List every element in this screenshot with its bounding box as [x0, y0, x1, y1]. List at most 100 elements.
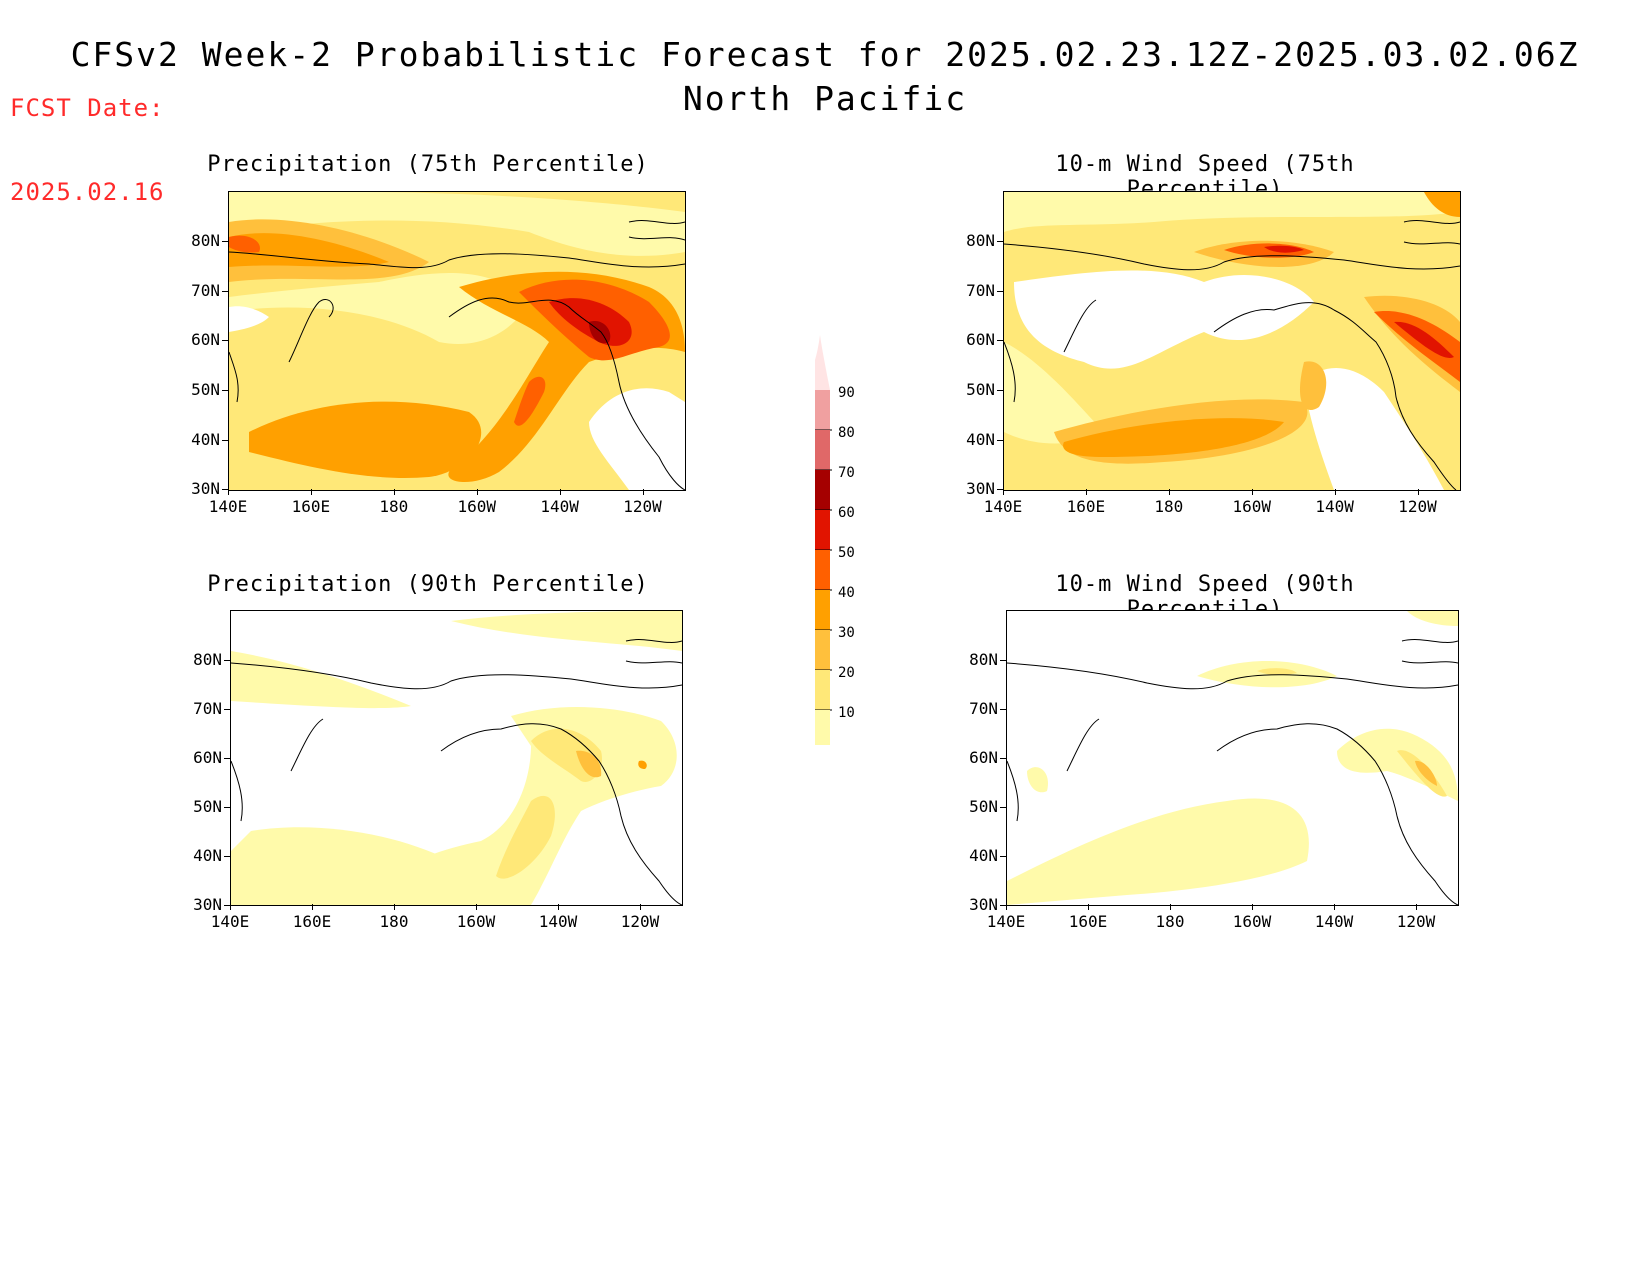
x-tick-label: 160W: [1232, 497, 1271, 516]
y-tick-label: 40N: [191, 429, 220, 449]
y-tick-label: 60N: [969, 747, 998, 767]
y-tick-label: 30N: [966, 479, 995, 499]
x-tick-mark: [640, 904, 641, 910]
panel-title-precip-75: Precipitation (75th Percentile): [207, 152, 649, 177]
y-tick-mark: [224, 757, 230, 759]
x-tick-label: 160E: [1066, 497, 1106, 516]
legend-label: 60: [838, 505, 855, 521]
x-tick-mark: [228, 489, 229, 495]
legend-swatch: [815, 550, 830, 590]
y-tick-mark: [1000, 708, 1006, 710]
y-tick-mark: [997, 290, 1003, 292]
legend-swatch: [815, 430, 830, 470]
x-tick-label: 140E: [986, 912, 1026, 931]
fcst-date-text: 2025.02.16: [10, 178, 165, 206]
x-tick-label: 140W: [540, 497, 579, 516]
x-tick-mark: [1416, 904, 1417, 910]
y-tick-label: 80N: [966, 230, 995, 250]
y-tick-label: 30N: [193, 894, 222, 914]
legend-label: 80: [838, 425, 855, 441]
title-line-1: CFSv2 Week-2 Probabilistic Forecast for …: [70, 35, 1580, 74]
x-tick-mark: [1334, 904, 1335, 910]
x-tick-label: 120W: [620, 912, 660, 931]
y-tick-label: 30N: [969, 894, 998, 914]
y-tick-label: 50N: [969, 796, 998, 816]
x-tick-mark: [1088, 904, 1089, 910]
map-wind-75: [1003, 191, 1461, 491]
y-tick-mark: [222, 240, 228, 242]
legend-swatch: [815, 590, 830, 630]
x-tick-mark: [1085, 489, 1087, 495]
map-precip-75: [228, 191, 686, 491]
y-tick-mark: [1000, 659, 1006, 661]
x-tick-label: 120W: [1396, 912, 1436, 931]
y-tick-label: 80N: [969, 649, 998, 669]
x-tick-label: 160W: [456, 912, 496, 931]
y-tick-mark: [224, 855, 230, 857]
y-tick-label: 40N: [966, 429, 995, 449]
y-tick-label: 70N: [191, 280, 220, 300]
y-tick-mark: [224, 806, 230, 808]
y-tick-mark: [1000, 904, 1006, 906]
y-tick-mark: [997, 439, 1003, 441]
legend-swatch: [815, 710, 830, 750]
y-tick-mark: [224, 708, 230, 710]
y-tick-mark: [1000, 757, 1006, 759]
x-tick-label: 180: [379, 912, 409, 931]
y-tick-label: 50N: [966, 379, 995, 399]
y-tick-label: 70N: [193, 698, 222, 718]
panel-title-precip-90: Precipitation (90th Percentile): [207, 572, 649, 597]
x-tick-label: 160W: [457, 497, 496, 516]
x-tick-label: 140E: [210, 912, 250, 931]
x-tick-mark: [230, 904, 231, 910]
x-tick-label: 140W: [538, 912, 578, 931]
x-tick-label: 120W: [623, 497, 662, 516]
y-tick-mark: [222, 340, 228, 342]
legend-label: 30: [838, 625, 855, 641]
x-tick-mark: [559, 489, 561, 495]
forecast-date-label: FCST Date: 2025.02.16: [10, 38, 165, 234]
y-tick-mark: [222, 489, 228, 491]
y-tick-label: 70N: [966, 280, 995, 300]
color-legend-svg: [814, 335, 832, 786]
legend-swatch: [815, 630, 830, 670]
y-tick-mark: [1000, 855, 1006, 857]
x-tick-mark: [558, 904, 559, 910]
legend-swatch: [815, 670, 830, 710]
legend-label: 50: [838, 545, 855, 561]
y-tick-mark: [222, 439, 228, 441]
y-tick-label: 40N: [969, 845, 998, 865]
x-tick-label: 180: [379, 497, 409, 516]
y-tick-mark: [1000, 806, 1006, 808]
y-tick-label: 40N: [193, 845, 222, 865]
x-tick-mark: [1251, 489, 1253, 495]
page-title: CFSv2 Week-2 Probabilistic Forecast for …: [0, 33, 1650, 121]
x-tick-label: 140W: [1315, 497, 1354, 516]
y-tick-mark: [997, 240, 1003, 242]
legend-label: 90: [838, 385, 855, 401]
panel-title-wind-75: 10-m Wind Speed (75th Percentile): [1055, 152, 1355, 202]
y-tick-mark: [222, 290, 228, 292]
x-tick-label: 180: [1154, 497, 1184, 516]
x-tick-mark: [1334, 489, 1336, 495]
fcst-label-text: FCST Date:: [10, 94, 165, 122]
title-line-2: North Pacific: [682, 79, 968, 118]
x-tick-mark: [476, 904, 477, 910]
y-tick-label: 80N: [191, 230, 220, 250]
x-tick-mark: [393, 489, 395, 495]
legend-label: 70: [838, 465, 855, 481]
x-tick-label: 160E: [1068, 912, 1108, 931]
map-precip-90: [230, 610, 683, 906]
x-tick-mark: [1252, 904, 1253, 910]
x-tick-mark: [642, 489, 644, 495]
legend-label: 40: [838, 585, 855, 601]
x-tick-mark: [312, 904, 313, 910]
x-tick-label: 140E: [208, 497, 248, 516]
x-tick-label: 120W: [1398, 497, 1437, 516]
y-tick-mark: [997, 489, 1003, 491]
y-tick-mark: [222, 389, 228, 391]
color-legend: [810, 335, 860, 786]
legend-cap-top: [815, 335, 830, 390]
x-tick-mark: [1006, 904, 1007, 910]
legend-swatch: [815, 470, 830, 510]
